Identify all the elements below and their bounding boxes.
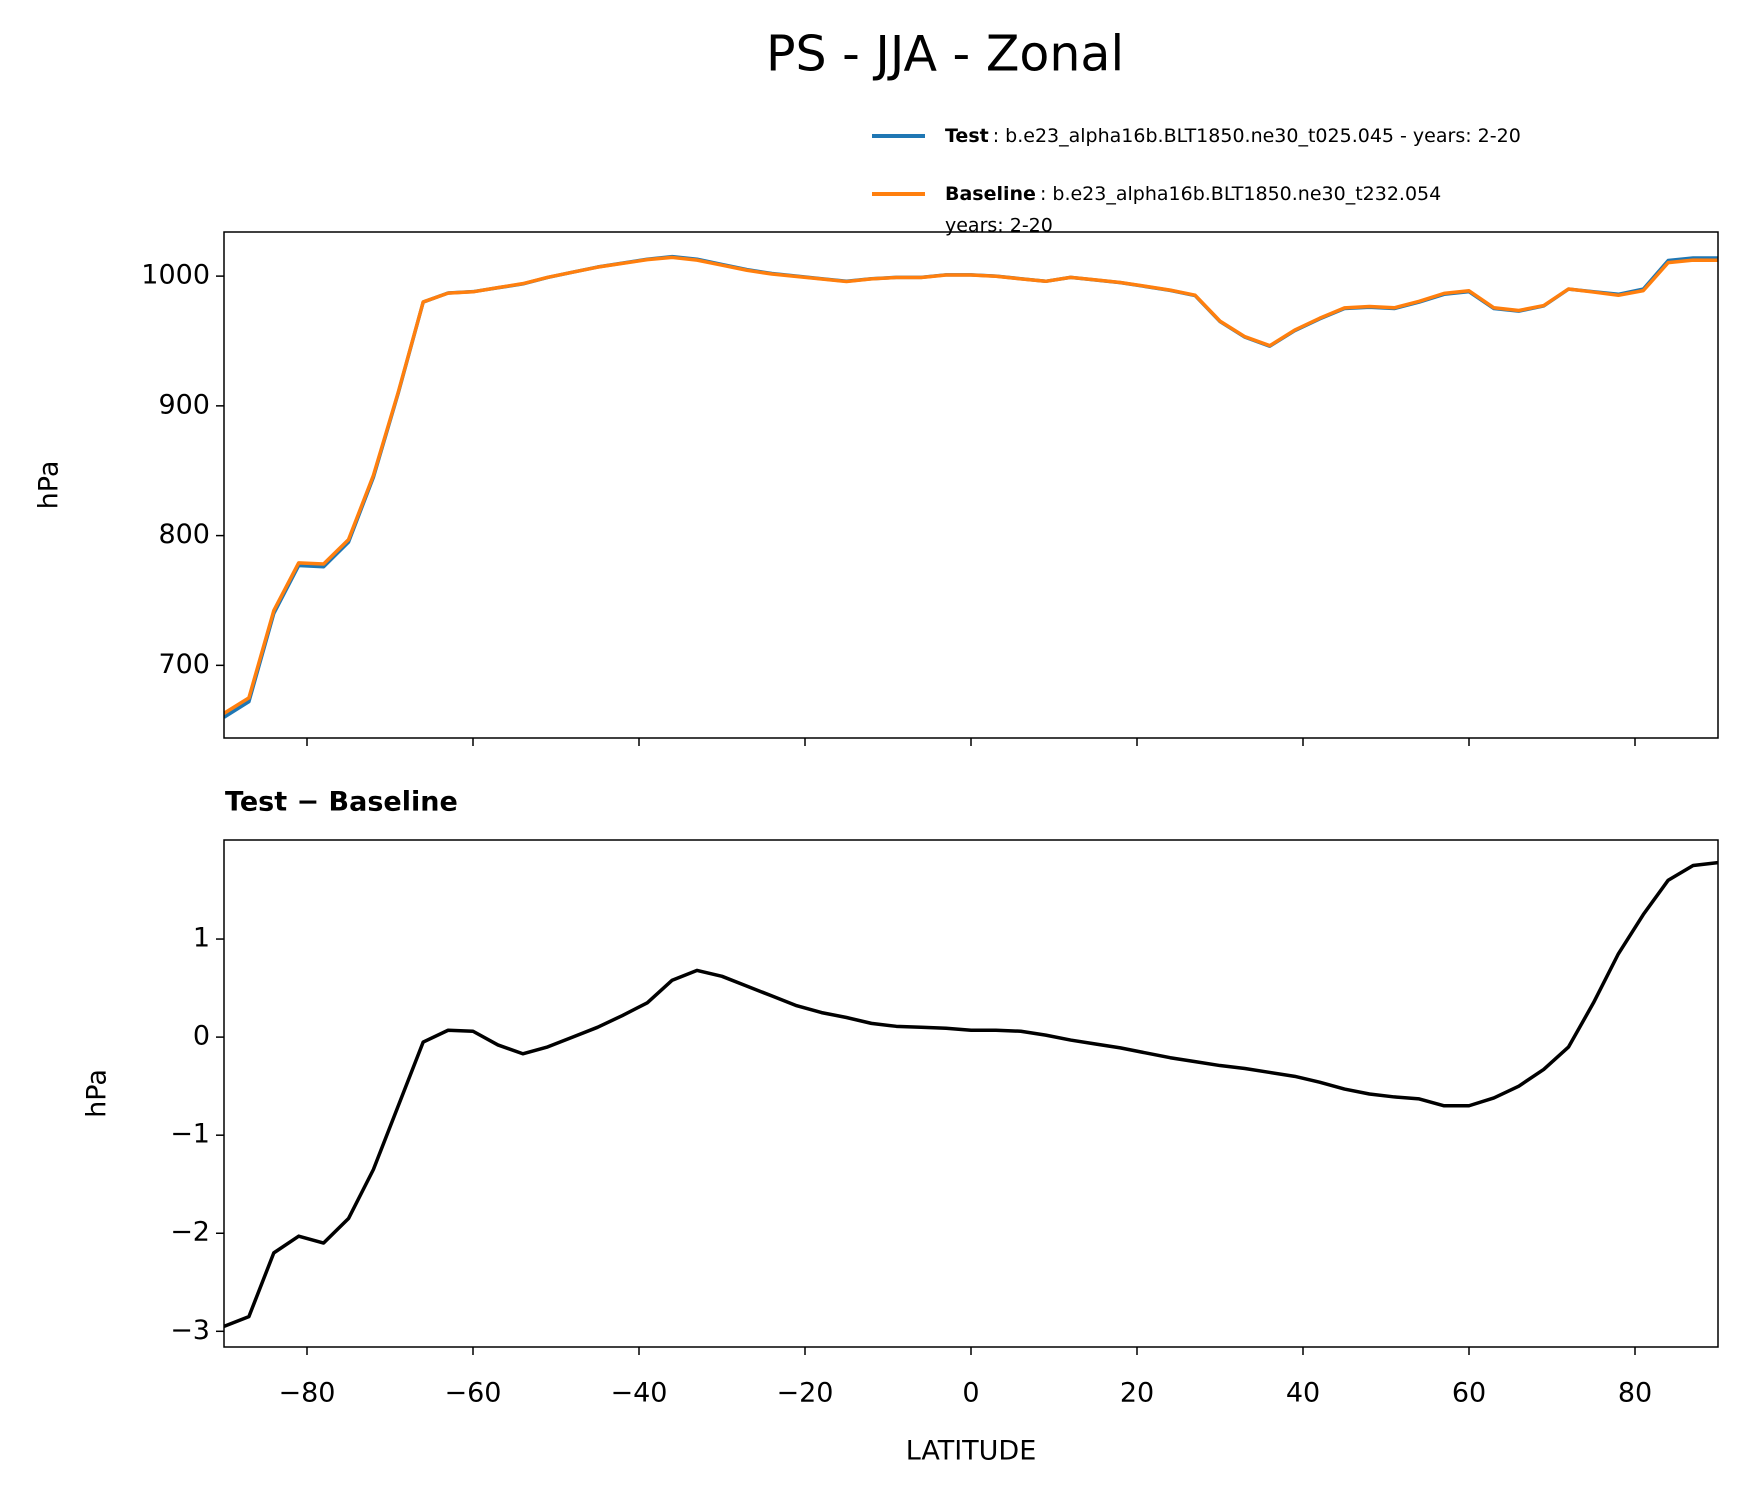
legend-name: Test (945, 125, 989, 147)
x-tick-label: 20 (1120, 1378, 1154, 1409)
y-tick-label: 1000 (141, 260, 210, 291)
x-tick-label: 60 (1452, 1378, 1486, 1409)
x-tick-label: −60 (445, 1378, 502, 1409)
x-tick-label: −20 (777, 1378, 834, 1409)
x-tick-label: 80 (1618, 1378, 1652, 1409)
y-tick-label: 1 (193, 923, 210, 954)
series-line (224, 255, 1718, 715)
x-tick-label: −80 (279, 1378, 336, 1409)
y-tick-label: 800 (158, 519, 210, 550)
subplot-title: Test − Baseline (225, 787, 458, 818)
y-tick-label: −2 (170, 1217, 210, 1248)
y-tick-label: 700 (158, 649, 210, 680)
x-tick-label: 40 (1286, 1378, 1320, 1409)
legend-name: Baseline (945, 183, 1036, 205)
x-tick-label: −40 (611, 1378, 668, 1409)
series-line (224, 860, 1718, 1329)
axes-frame (223, 231, 1719, 739)
x-tick-label: 0 (962, 1378, 979, 1409)
legend-text: : b.e23_alpha16b.BLT1850.ne30_t025.045 -… (993, 125, 1521, 147)
y-tick-label: −1 (170, 1119, 210, 1150)
legend-label: Test: b.e23_alpha16b.BLT1850.ne30_t025.0… (945, 125, 1521, 147)
legend-text: years: 2-20 (945, 215, 1053, 237)
plot-area (224, 860, 1718, 1329)
y-axis-label: hPa (82, 1069, 113, 1118)
x-axis-label: LATITUDE (906, 1436, 1037, 1467)
legend-label: Baseline: b.e23_alpha16b.BLT1850.ne30_t2… (945, 183, 1441, 205)
y-tick-label: −3 (170, 1315, 210, 1346)
y-axis-label: hPa (34, 461, 65, 510)
y-tick-label: 0 (193, 1021, 210, 1052)
y-tick-label: 900 (158, 389, 210, 420)
legend-text: : b.e23_alpha16b.BLT1850.ne30_t232.054 (1040, 183, 1441, 205)
plot-area (224, 254, 1718, 719)
axes-frame (223, 839, 1719, 1348)
figure-title: PS - JJA - Zonal (766, 26, 1124, 83)
